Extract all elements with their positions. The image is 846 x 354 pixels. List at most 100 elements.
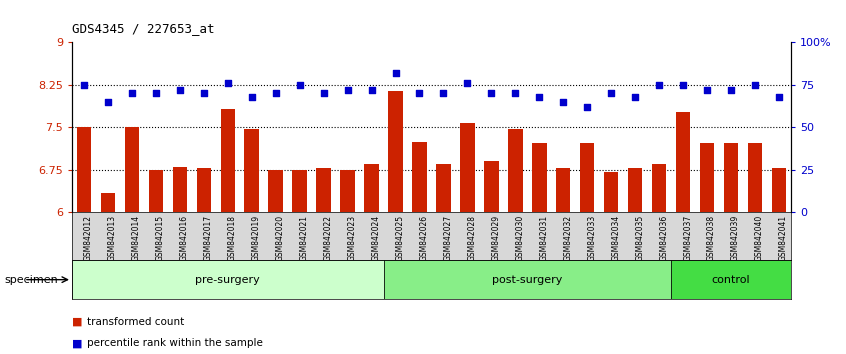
Text: GSM842024: GSM842024: [371, 215, 381, 261]
Point: [604, 91, 618, 96]
Point: [221, 80, 234, 86]
Text: GSM842016: GSM842016: [179, 215, 189, 261]
Bar: [383, 260, 671, 299]
Point: [173, 87, 186, 93]
Bar: [532, 143, 547, 212]
Text: GSM842022: GSM842022: [323, 215, 332, 261]
Text: GSM842037: GSM842037: [684, 215, 692, 261]
Point: [724, 87, 738, 93]
Text: GSM842025: GSM842025: [396, 215, 404, 261]
Bar: [149, 170, 163, 212]
Point: [533, 94, 547, 100]
Text: GSM842033: GSM842033: [587, 215, 596, 261]
Text: ■: ■: [72, 317, 82, 327]
Text: GSM842017: GSM842017: [204, 215, 212, 261]
Text: GSM842030: GSM842030: [515, 215, 525, 261]
Point: [772, 94, 786, 100]
Point: [388, 70, 403, 76]
Text: GSM842018: GSM842018: [228, 215, 237, 261]
Point: [413, 91, 426, 96]
Text: GSM842038: GSM842038: [707, 215, 716, 261]
Bar: [388, 91, 403, 212]
Bar: [437, 164, 451, 212]
Bar: [724, 143, 739, 212]
Text: GSM842026: GSM842026: [420, 215, 428, 261]
Text: specimen: specimen: [4, 275, 58, 285]
Bar: [700, 143, 714, 212]
Bar: [101, 193, 115, 212]
Text: GSM842031: GSM842031: [540, 215, 548, 261]
Bar: [77, 127, 91, 212]
Text: GSM842029: GSM842029: [492, 215, 500, 261]
Text: GSM842023: GSM842023: [348, 215, 356, 261]
Point: [485, 91, 498, 96]
Text: percentile rank within the sample: percentile rank within the sample: [87, 338, 263, 348]
Text: GDS4345 / 227653_at: GDS4345 / 227653_at: [72, 22, 214, 35]
Text: GSM842041: GSM842041: [779, 215, 788, 261]
Bar: [293, 170, 307, 212]
Bar: [340, 170, 354, 212]
Text: GSM842035: GSM842035: [635, 215, 644, 261]
Point: [269, 91, 283, 96]
Text: transformed count: transformed count: [87, 317, 184, 327]
Text: GSM842027: GSM842027: [443, 215, 453, 261]
Bar: [508, 129, 523, 212]
Bar: [124, 127, 139, 212]
Bar: [484, 161, 498, 212]
Point: [749, 82, 762, 88]
Text: GSM842020: GSM842020: [276, 215, 284, 261]
Text: GSM842013: GSM842013: [107, 215, 117, 261]
Bar: [628, 168, 642, 212]
Bar: [412, 142, 426, 212]
Point: [341, 87, 354, 93]
Text: GSM842014: GSM842014: [132, 215, 140, 261]
Text: GSM842036: GSM842036: [659, 215, 668, 261]
Text: GSM842021: GSM842021: [299, 215, 309, 261]
Point: [77, 82, 91, 88]
Text: control: control: [711, 275, 750, 285]
Bar: [196, 168, 211, 212]
Bar: [365, 164, 379, 212]
Point: [580, 104, 594, 110]
Bar: [676, 112, 690, 212]
Text: ■: ■: [72, 338, 82, 348]
Point: [652, 82, 666, 88]
Text: GSM842034: GSM842034: [611, 215, 620, 261]
Point: [149, 91, 162, 96]
Text: GSM842028: GSM842028: [467, 215, 476, 261]
Point: [437, 91, 450, 96]
Point: [125, 91, 139, 96]
Point: [557, 99, 570, 105]
Point: [508, 91, 522, 96]
Text: GSM842032: GSM842032: [563, 215, 572, 261]
Point: [460, 80, 474, 86]
Point: [293, 82, 306, 88]
Point: [197, 91, 211, 96]
Point: [629, 94, 642, 100]
Text: GSM842019: GSM842019: [252, 215, 261, 261]
Bar: [268, 170, 283, 212]
Text: GSM842040: GSM842040: [755, 215, 764, 261]
Bar: [244, 129, 259, 212]
Text: post-surgery: post-surgery: [492, 275, 563, 285]
Bar: [72, 260, 383, 299]
Text: GSM842039: GSM842039: [731, 215, 740, 261]
Bar: [580, 143, 595, 212]
Point: [365, 87, 378, 93]
Point: [245, 94, 259, 100]
Bar: [221, 109, 235, 212]
Bar: [652, 164, 667, 212]
Bar: [671, 260, 791, 299]
Bar: [460, 123, 475, 212]
Bar: [556, 168, 570, 212]
Point: [101, 99, 114, 105]
Bar: [604, 172, 618, 212]
Bar: [772, 168, 786, 212]
Bar: [748, 143, 762, 212]
Point: [316, 91, 330, 96]
Text: pre-surgery: pre-surgery: [195, 275, 260, 285]
Text: GSM842015: GSM842015: [156, 215, 165, 261]
Point: [700, 87, 714, 93]
Point: [677, 82, 690, 88]
Bar: [316, 168, 331, 212]
